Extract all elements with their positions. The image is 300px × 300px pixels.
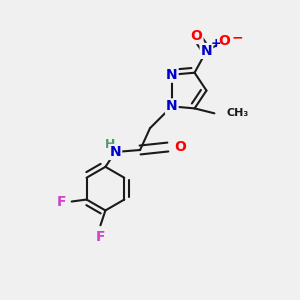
Text: CH₃: CH₃ xyxy=(226,108,248,118)
Text: H: H xyxy=(105,138,116,151)
Text: N: N xyxy=(166,99,178,113)
Text: O: O xyxy=(218,34,230,48)
Text: O: O xyxy=(190,29,202,43)
Text: O: O xyxy=(174,140,186,154)
Text: N: N xyxy=(110,145,121,159)
Text: F: F xyxy=(57,194,67,208)
Text: N: N xyxy=(201,44,212,58)
Text: F: F xyxy=(96,230,105,244)
Text: +: + xyxy=(211,38,222,50)
Text: N: N xyxy=(166,68,178,82)
Text: −: − xyxy=(231,30,243,44)
